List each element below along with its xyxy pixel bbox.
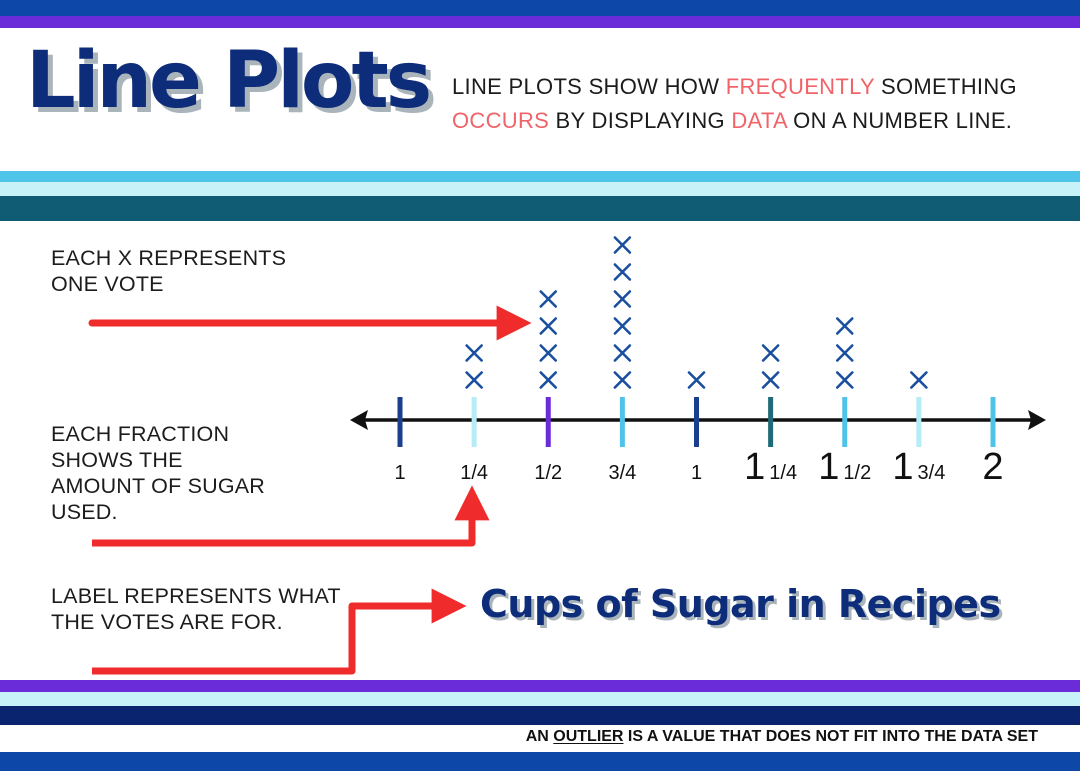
vote-x-mark: [613, 290, 632, 308]
tick-label: 1 1/4: [744, 446, 797, 488]
footnote-before: AN: [525, 728, 554, 745]
callout-fraction-meaning: EACH FRACTION SHOWS THE AMOUNT OF SUGAR …: [51, 422, 266, 524]
vote-x-mark: [539, 290, 558, 308]
tick-label-whole: 2: [982, 446, 1003, 488]
tick-label-fraction: 1/2: [534, 462, 562, 484]
tick-label-fraction: 3/4: [608, 462, 636, 484]
bottom-stripe-pale: [0, 692, 1080, 706]
tick-label-whole: 1: [818, 446, 839, 488]
vote-x-mark: [613, 344, 632, 362]
intro-text: LINE PLOTS SHOW HOW FREQUENTLY SOMETHING…: [452, 70, 1062, 138]
plot-label: Cups of Sugar in Recipes: [480, 582, 1001, 626]
vote-x-mark: [613, 236, 632, 254]
bottom-stripe-navy: [0, 706, 1080, 725]
divider-stripe-sky: [0, 171, 1080, 182]
number-line-right-arrowhead: [1028, 410, 1046, 430]
tick-label: 1/4: [460, 462, 488, 484]
vote-x-mark: [613, 371, 632, 389]
tick-label-fraction: 1/4: [460, 462, 488, 484]
tick-label: 3/4: [608, 462, 636, 484]
vote-x-mark: [910, 371, 928, 389]
tick-label: 2: [982, 446, 1003, 488]
outlier-term: OUTLIER: [553, 728, 624, 745]
vote-x-mark: [539, 344, 558, 362]
top-stripe-purple: [0, 16, 1080, 28]
vote-x-mark: [465, 371, 483, 389]
tick-label: 1 1/2: [818, 446, 871, 488]
intro-segment: LINE PLOTS SHOW HOW: [452, 74, 726, 99]
intro-segment: BY DISPLAYING: [549, 108, 732, 133]
vote-x-mark: [465, 344, 483, 362]
vote-x-mark: [761, 371, 780, 389]
bottom-stripe-blue: [0, 752, 1080, 771]
intro-keyword: FREQUENTLY: [725, 74, 875, 99]
vote-x-mark: [539, 317, 558, 335]
vote-x-mark: [613, 317, 632, 335]
vote-x-mark: [687, 371, 706, 389]
intro-keyword: OCCURS: [452, 108, 550, 133]
tick-label: 1: [394, 462, 405, 484]
intro-segment: ON A NUMBER LINE.: [786, 108, 1013, 133]
tick-label-fraction: 1: [394, 462, 405, 484]
footnote-after: IS A VALUE THAT DOES NOT FIT INTO THE DA…: [623, 728, 1038, 745]
arrow-to-label: [92, 588, 467, 675]
tick-label: 1: [691, 462, 702, 484]
vote-x-mark: [835, 344, 854, 362]
tick-label-fraction: 1/4: [769, 462, 797, 484]
number-line-left-arrowhead: [350, 410, 368, 430]
top-stripe-blue: [0, 0, 1080, 16]
bottom-stripe-purple: [0, 680, 1080, 692]
tick-label-fraction: 1/2: [843, 462, 871, 484]
tick-label-whole: 1: [744, 446, 765, 488]
callout-label-meaning: LABEL REPRESENTS WHAT THE VOTES ARE FOR.: [51, 584, 341, 634]
divider-stripe-teal: [0, 196, 1080, 221]
tick-label-fraction: 3/4: [918, 462, 946, 484]
vote-x-mark: [835, 317, 854, 335]
vote-x-mark: [613, 263, 632, 281]
vote-x-mark: [761, 344, 780, 362]
tick-label-whole: 1: [892, 446, 913, 488]
vote-x-mark: [539, 371, 558, 389]
vote-x-mark: [835, 371, 854, 389]
divider-stripe-pale: [0, 182, 1080, 196]
arrow-to-fractions: [92, 485, 490, 547]
callout-x-meaning: EACH X REPRESENTS ONE VOTE: [51, 246, 287, 296]
page-title: Line Plots: [26, 36, 432, 126]
tick-label: 1/2: [534, 462, 562, 484]
intro-segment: SOMETHING: [874, 74, 1017, 99]
tick-label-fraction: 1: [691, 462, 702, 484]
intro-keyword: DATA: [731, 108, 787, 133]
outlier-footnote: AN OUTLIER IS A VALUE THAT DOES NOT FIT …: [526, 728, 1038, 746]
tick-label: 1 3/4: [892, 446, 945, 488]
